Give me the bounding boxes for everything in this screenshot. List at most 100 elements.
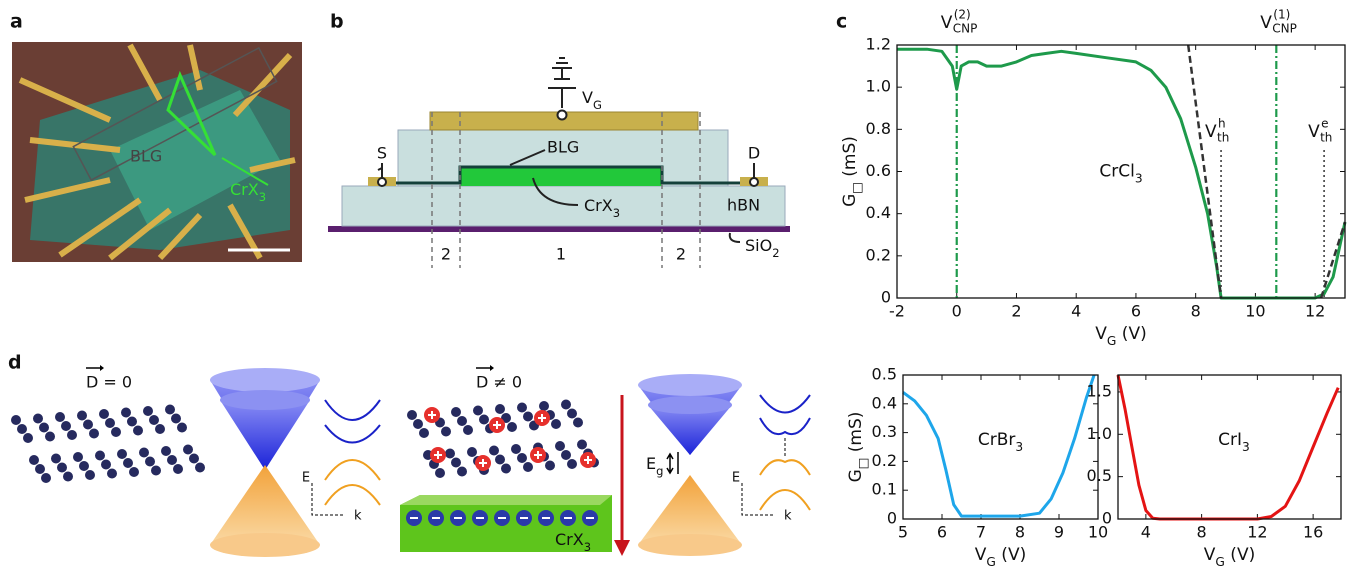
atom <box>123 458 133 468</box>
gap-arrow <box>666 452 674 475</box>
atom <box>121 407 131 418</box>
reference-label-sub: th <box>1320 131 1332 145</box>
atom <box>143 406 153 416</box>
axis-e: E <box>732 471 740 486</box>
atom <box>489 445 499 456</box>
label-s: S <box>377 144 387 163</box>
text-rest: (V) <box>1225 545 1255 565</box>
y-axis-label: G□ (mS) <box>840 136 864 207</box>
atom <box>545 460 555 471</box>
text-main: V <box>975 545 987 565</box>
y-tick-label: 1.0 <box>1087 424 1112 443</box>
region-label: 2 <box>441 245 451 264</box>
atom <box>457 466 467 477</box>
x-tick-label: 8 <box>1197 523 1207 542</box>
reference-label-sup: h <box>1218 117 1226 131</box>
series-line <box>1186 44 1223 299</box>
x-tick-label: 6 <box>1131 302 1141 321</box>
text-sub: 3 <box>1135 171 1143 185</box>
panel-letter: d <box>8 352 22 374</box>
text-main: V <box>582 88 593 107</box>
x-tick-label: 8 <box>1191 302 1201 321</box>
text-main: CrCl <box>1099 162 1134 182</box>
atom <box>413 419 423 429</box>
x-tick-label: 10 <box>1245 302 1265 321</box>
atom <box>89 428 99 439</box>
atom <box>79 461 89 471</box>
atom <box>127 416 137 427</box>
x-tick-label: -2 <box>889 302 905 321</box>
atom <box>105 418 115 428</box>
panel-letter: b <box>330 11 344 33</box>
atom <box>35 464 45 474</box>
hole-sign <box>584 456 592 464</box>
atom <box>133 425 143 436</box>
atom <box>189 453 199 464</box>
text-rest: (V) <box>996 545 1026 565</box>
atom <box>85 470 95 480</box>
atom <box>511 444 521 454</box>
reference-label: V <box>1308 122 1320 142</box>
annotation: CrI3 <box>1218 430 1250 454</box>
text-sub: □ <box>850 182 864 194</box>
y-tick-label: 0 <box>1102 509 1112 528</box>
hole-sign <box>538 414 546 422</box>
text-rest: (V) <box>1116 324 1146 344</box>
text-sub: 3 <box>584 540 591 554</box>
atom <box>567 459 577 469</box>
atom <box>435 468 445 478</box>
atom <box>451 457 461 468</box>
atom <box>129 467 139 477</box>
x-tick-label: 4 <box>1071 302 1081 321</box>
reference-label: V <box>1260 13 1272 33</box>
reference-label-sup: (2) <box>954 8 971 22</box>
atom <box>195 462 205 473</box>
device-schematic <box>328 57 790 268</box>
x-axis-label: VG (V) <box>1204 545 1255 569</box>
text-main: V <box>1308 122 1320 142</box>
label-hbn: hBN <box>727 196 760 215</box>
hole-sign <box>479 459 487 467</box>
x-tick-label: 9 <box>1054 523 1064 542</box>
x-tick-label: 7 <box>976 523 986 542</box>
atom <box>561 399 571 410</box>
atom <box>463 425 473 435</box>
atom <box>23 433 33 443</box>
text-main: V <box>1205 122 1217 142</box>
x-tick-label: 16 <box>1303 523 1323 542</box>
text-sub: g <box>656 464 663 478</box>
atom <box>507 422 517 432</box>
atom <box>155 424 165 434</box>
series-line <box>902 374 1096 518</box>
atom <box>523 462 533 472</box>
text-sub: 2 <box>772 246 779 260</box>
atom <box>107 468 117 479</box>
y-axis-label: G□ (mS) <box>846 412 870 483</box>
atom <box>561 450 571 460</box>
annotation: CrBr3 <box>978 430 1023 454</box>
atom <box>77 410 87 421</box>
atom <box>117 449 127 459</box>
label-vg: VG <box>582 88 602 112</box>
y-tick-label: 0.4 <box>872 393 897 412</box>
atom <box>29 455 39 465</box>
y-tick-label: 0.2 <box>872 451 897 470</box>
text-sub: □ <box>856 458 870 470</box>
atom <box>101 459 111 470</box>
atom <box>479 414 489 425</box>
text-rest: (mS) <box>846 412 866 458</box>
x-axis-label: VG (V) <box>1095 324 1146 348</box>
x-tick-label: 5 <box>898 523 908 542</box>
hole-sign <box>534 451 542 459</box>
label-sio2: SiO2 <box>745 236 780 260</box>
atom <box>61 421 71 431</box>
atom <box>17 424 27 434</box>
y-tick-label: 0.4 <box>866 203 891 222</box>
label-blg: BLG <box>547 138 579 157</box>
y-tick-label: 1.5 <box>1087 381 1112 400</box>
y-tick-label: 0.3 <box>872 422 897 441</box>
atom <box>517 402 527 413</box>
title-d-zero: D = 0 <box>86 373 132 392</box>
text-main: G <box>840 194 860 207</box>
